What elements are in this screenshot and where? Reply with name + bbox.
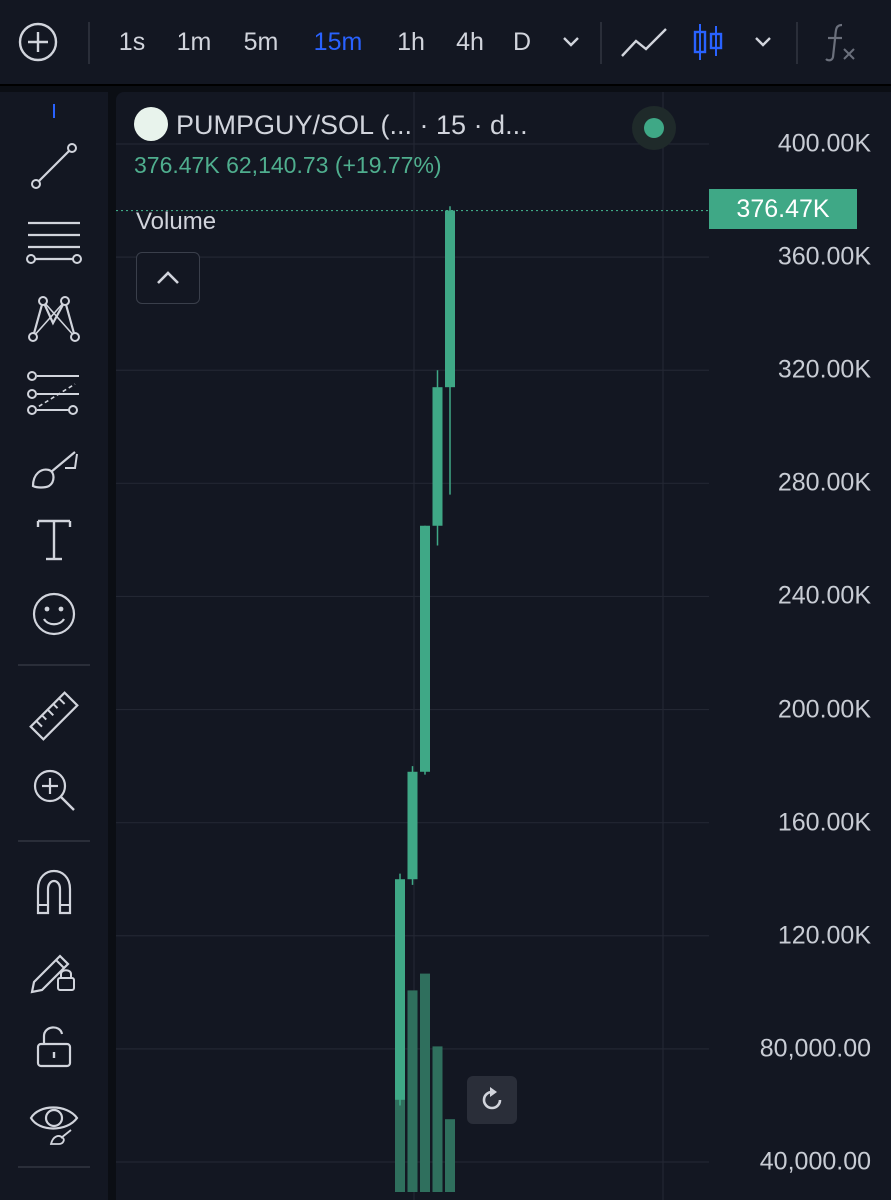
chart-legend: PUMPGUY/SOL (... · 15 · d... 376.47K 62,… [134, 107, 528, 179]
market-status-indicator[interactable] [632, 106, 676, 150]
chevron-up-icon [157, 271, 179, 284]
unlock-icon[interactable] [24, 1016, 84, 1076]
top-toolbar: 1s 1m 5m 15m 1h 4h D [0, 0, 891, 86]
horizontal-lines-icon[interactable] [24, 212, 84, 272]
scroll-indicator [53, 104, 55, 118]
legend-price: 376.47K [134, 152, 220, 178]
price-tick-label: 360.00K [777, 242, 871, 271]
volume-bar [420, 973, 430, 1192]
trend-line-icon[interactable] [24, 136, 84, 196]
emoji-icon[interactable] [24, 584, 84, 644]
interval-4h[interactable]: 4h [456, 27, 484, 56]
price-tick-label: 280.00K [777, 468, 871, 497]
reset-icon [482, 1087, 502, 1110]
chevron-down-icon[interactable] [748, 0, 778, 84]
price-tick-label: 160.00K [777, 808, 871, 837]
line-chart-icon[interactable] [618, 0, 670, 84]
lock-drawing-icon[interactable] [24, 938, 84, 998]
volume-bar [407, 990, 418, 1192]
interval-1s[interactable]: 1s [118, 27, 146, 56]
brush-icon[interactable] [24, 440, 84, 500]
function-icon[interactable] [818, 0, 862, 84]
interval-1h[interactable]: 1h [397, 27, 425, 56]
add-icon[interactable] [14, 0, 62, 84]
chevron-down-icon[interactable] [556, 0, 586, 84]
price-tick-label: 200.00K [777, 695, 871, 724]
candle [420, 525, 430, 772]
candle [445, 210, 455, 388]
reset-chart-button[interactable] [467, 1076, 517, 1124]
text-icon[interactable] [24, 510, 84, 570]
interval-d[interactable]: D [512, 27, 532, 56]
status-dot [644, 118, 664, 138]
price-tick-label: 400.00K [777, 129, 871, 158]
candles-icon[interactable] [688, 0, 728, 84]
price-tick-label: 320.00K [777, 355, 871, 384]
interval-5m[interactable]: 5m [243, 27, 279, 56]
symbol-title[interactable]: PUMPGUY/SOL (... · 15 · d... [134, 107, 528, 144]
chart-canvas [116, 92, 709, 1200]
eye-icon[interactable] [24, 1092, 84, 1152]
drawing-toolbar [0, 92, 108, 1200]
volume-bar [445, 1119, 455, 1192]
chart-pane[interactable]: PUMPGUY/SOL (... · 15 · d... 376.47K 62,… [116, 92, 891, 1200]
price-tick-label: 120.00K [777, 921, 871, 950]
interval-1m[interactable]: 1m [176, 27, 212, 56]
ruler-icon[interactable] [24, 686, 84, 746]
volume-bar [432, 1046, 443, 1192]
price-tick-label: 80,000.00 [759, 1034, 871, 1063]
toolbar-divider [796, 22, 798, 64]
collapse-button[interactable] [136, 252, 200, 304]
sidebar-divider [18, 1166, 90, 1168]
magnet-icon[interactable] [24, 862, 84, 922]
symbol-title-text: PUMPGUY/SOL (... · 15 · d... [176, 110, 528, 141]
current-price-label: 376.47K [709, 189, 857, 229]
price-tick-label: 240.00K [777, 581, 871, 610]
candle [432, 387, 443, 526]
candle [407, 771, 418, 880]
pattern-icon[interactable] [24, 288, 84, 348]
sidebar-divider [18, 840, 90, 842]
toolbar-divider [88, 22, 90, 64]
zoom-in-icon[interactable] [24, 760, 84, 820]
sidebar-divider [18, 664, 90, 666]
token-avatar [134, 107, 168, 141]
price-tick-label: 40,000.00 [759, 1147, 871, 1176]
legend-change-pct: (+19.77%) [334, 152, 442, 178]
toolbar-divider [600, 22, 602, 64]
fib-icon[interactable] [24, 364, 84, 424]
volume-label: Volume [136, 208, 217, 235]
interval-15m[interactable]: 15m [313, 27, 363, 56]
legend-values: 376.47K 62,140.73 (+19.77%) [134, 152, 528, 179]
candle [395, 879, 405, 1100]
legend-change: 62,140.73 [226, 152, 329, 178]
volume-bar [395, 1038, 405, 1192]
